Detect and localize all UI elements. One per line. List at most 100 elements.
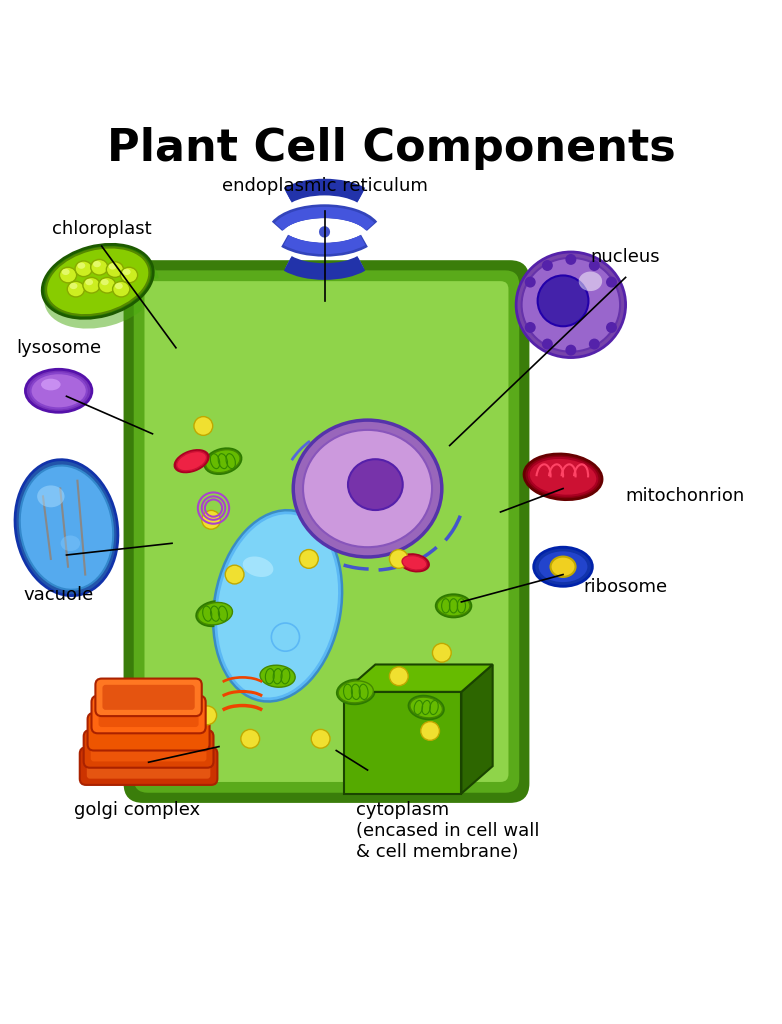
Ellipse shape <box>399 553 430 572</box>
FancyBboxPatch shape <box>95 719 203 744</box>
Circle shape <box>225 565 244 584</box>
Ellipse shape <box>42 245 153 318</box>
Ellipse shape <box>25 370 92 413</box>
Circle shape <box>525 322 536 333</box>
Ellipse shape <box>437 596 470 616</box>
Ellipse shape <box>402 556 427 570</box>
Ellipse shape <box>59 267 77 283</box>
Ellipse shape <box>41 379 61 390</box>
Circle shape <box>198 706 217 725</box>
Circle shape <box>202 510 221 529</box>
Ellipse shape <box>77 262 85 268</box>
Ellipse shape <box>533 547 593 587</box>
Circle shape <box>311 729 330 749</box>
Ellipse shape <box>260 666 295 687</box>
FancyBboxPatch shape <box>102 685 195 710</box>
FancyBboxPatch shape <box>80 748 217 785</box>
Ellipse shape <box>529 458 597 496</box>
Circle shape <box>300 550 318 568</box>
Ellipse shape <box>70 283 77 289</box>
Text: lysosome: lysosome <box>16 339 101 357</box>
Ellipse shape <box>109 263 117 269</box>
Circle shape <box>389 550 408 568</box>
Ellipse shape <box>524 454 602 500</box>
Ellipse shape <box>113 282 130 297</box>
Ellipse shape <box>198 602 232 625</box>
Ellipse shape <box>551 557 576 577</box>
Ellipse shape <box>216 513 339 698</box>
Ellipse shape <box>407 694 445 720</box>
Ellipse shape <box>67 282 84 297</box>
FancyBboxPatch shape <box>84 730 213 768</box>
Ellipse shape <box>522 258 620 351</box>
Ellipse shape <box>537 275 588 327</box>
Ellipse shape <box>336 679 375 706</box>
Polygon shape <box>344 665 493 692</box>
Circle shape <box>565 254 576 265</box>
Ellipse shape <box>115 283 123 289</box>
Circle shape <box>542 339 553 349</box>
Circle shape <box>432 643 451 663</box>
Ellipse shape <box>293 420 442 557</box>
Text: Plant Cell Components: Plant Cell Components <box>106 127 676 170</box>
Text: vacuole: vacuole <box>23 587 94 604</box>
Ellipse shape <box>120 267 138 283</box>
Ellipse shape <box>203 447 242 475</box>
Ellipse shape <box>339 681 373 702</box>
Ellipse shape <box>435 593 472 618</box>
FancyBboxPatch shape <box>143 280 510 783</box>
Ellipse shape <box>93 261 101 267</box>
Text: golgi complex: golgi complex <box>74 802 200 819</box>
FancyBboxPatch shape <box>91 736 206 762</box>
Circle shape <box>525 276 536 288</box>
Ellipse shape <box>99 278 116 293</box>
Ellipse shape <box>20 466 113 590</box>
Ellipse shape <box>196 600 235 628</box>
FancyBboxPatch shape <box>95 679 202 716</box>
Circle shape <box>606 322 617 333</box>
Ellipse shape <box>174 450 210 473</box>
Ellipse shape <box>38 485 64 507</box>
Text: endoplasmic reticulum: endoplasmic reticulum <box>221 177 428 196</box>
FancyBboxPatch shape <box>134 270 519 793</box>
Circle shape <box>241 729 260 749</box>
Circle shape <box>389 667 408 686</box>
Ellipse shape <box>123 268 131 275</box>
FancyBboxPatch shape <box>124 260 529 803</box>
Ellipse shape <box>242 556 274 577</box>
FancyBboxPatch shape <box>87 754 210 778</box>
Circle shape <box>589 260 600 271</box>
Ellipse shape <box>46 248 149 315</box>
Ellipse shape <box>177 452 206 471</box>
Circle shape <box>589 339 600 349</box>
Circle shape <box>194 417 213 435</box>
Ellipse shape <box>45 253 159 329</box>
Text: cytoplasm
(encased in cell wall
& cell membrane): cytoplasm (encased in cell wall & cell m… <box>356 802 540 861</box>
Ellipse shape <box>212 509 343 702</box>
Ellipse shape <box>348 459 403 510</box>
Ellipse shape <box>410 697 443 718</box>
Ellipse shape <box>15 460 118 596</box>
Ellipse shape <box>62 268 70 275</box>
Ellipse shape <box>516 252 626 357</box>
Ellipse shape <box>91 259 108 275</box>
FancyBboxPatch shape <box>91 695 206 733</box>
Circle shape <box>565 345 576 355</box>
Text: nucleus: nucleus <box>590 248 661 265</box>
Ellipse shape <box>258 663 297 689</box>
Polygon shape <box>344 692 461 794</box>
Text: ribosome: ribosome <box>583 579 668 596</box>
FancyBboxPatch shape <box>99 702 199 727</box>
Ellipse shape <box>85 279 93 286</box>
Ellipse shape <box>303 430 432 547</box>
Ellipse shape <box>101 279 109 286</box>
Polygon shape <box>461 665 493 794</box>
Circle shape <box>606 276 617 288</box>
Circle shape <box>421 722 439 740</box>
Ellipse shape <box>537 550 588 583</box>
FancyBboxPatch shape <box>88 713 210 751</box>
Ellipse shape <box>75 261 92 276</box>
Ellipse shape <box>106 262 124 278</box>
Text: mitochonrion: mitochonrion <box>626 487 744 506</box>
Ellipse shape <box>206 450 240 473</box>
